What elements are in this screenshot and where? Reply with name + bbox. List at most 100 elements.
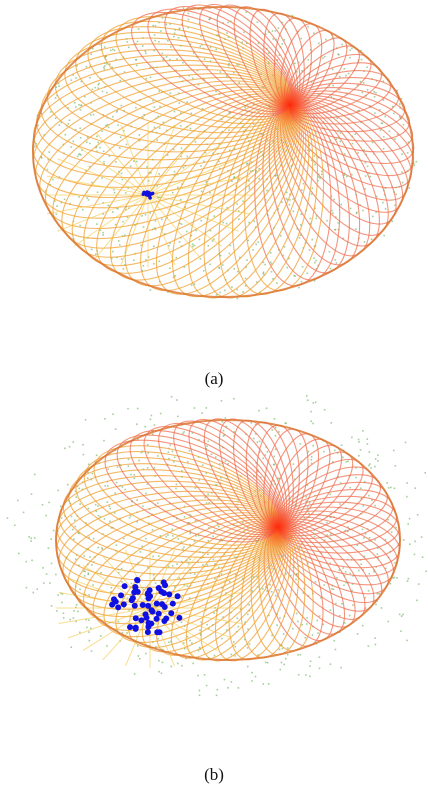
scatter-dot <box>273 455 276 458</box>
scatter-dot <box>35 142 37 145</box>
scatter-dot <box>107 468 109 470</box>
scatter-dot <box>59 505 62 508</box>
scatter-dot <box>136 40 139 43</box>
scatter-dot <box>274 426 277 429</box>
scatter-dot <box>329 609 332 612</box>
scatter-dot <box>68 445 71 448</box>
scatter-dot <box>77 532 80 534</box>
scatter-dot <box>169 23 171 25</box>
scatter-dot <box>362 82 365 84</box>
scatter-dot <box>406 639 408 642</box>
scatter-dot <box>401 153 403 155</box>
subfigure-b <box>6 382 427 697</box>
blue-point <box>145 602 152 609</box>
scatter-dot <box>281 201 283 204</box>
scatter-dot <box>183 647 186 650</box>
scatter-dot <box>282 254 285 257</box>
scatter-dot <box>89 627 92 630</box>
scatter-dot <box>329 493 332 496</box>
scatter-dot <box>258 177 260 180</box>
scatter-dot <box>407 523 409 525</box>
scatter-dot <box>152 99 154 102</box>
scatter-dot <box>363 555 366 558</box>
scatter-dot <box>274 434 277 437</box>
scatter-dot <box>382 201 384 204</box>
scatter-dot <box>262 457 265 460</box>
scatter-dot <box>355 212 358 215</box>
scatter-dot <box>70 79 73 81</box>
scatter-dot <box>304 636 307 639</box>
scatter-dot <box>373 95 376 98</box>
scatter-dot <box>88 631 90 633</box>
scatter-dot <box>86 197 89 199</box>
scatter-dot <box>30 493 33 495</box>
scatter-dot <box>84 570 86 573</box>
scatter-dot <box>262 588 264 590</box>
scatter-dot <box>44 190 47 192</box>
scatter-dot <box>87 199 90 201</box>
scatter-dot <box>200 35 202 37</box>
scatter-dot <box>266 189 268 192</box>
scatter-dot <box>269 261 272 263</box>
scatter-dot <box>227 462 229 465</box>
scatter-dot <box>393 487 396 490</box>
scatter-dot <box>394 465 397 467</box>
scatter-dot <box>147 452 150 454</box>
scatter-dot <box>245 266 247 268</box>
scatter-dot <box>104 485 107 487</box>
scatter-dot <box>85 618 87 621</box>
scatter-dot <box>159 535 162 537</box>
scatter-dot <box>292 463 295 465</box>
scatter-dot <box>95 253 97 255</box>
scatter-dot <box>193 540 196 542</box>
scatter-dot <box>88 536 90 539</box>
scatter-dot <box>243 638 246 641</box>
scatter-dot <box>250 161 253 164</box>
scatter-dot <box>315 217 318 220</box>
scatter-dot <box>384 539 387 541</box>
scatter-dot <box>126 597 129 599</box>
scatter-dot <box>340 666 342 669</box>
scatter-dot <box>71 528 74 531</box>
scatter-dot <box>60 201 63 204</box>
scatter-dot <box>157 455 159 457</box>
spoke <box>58 607 151 625</box>
scatter-dot <box>375 91 377 94</box>
scatter-dot <box>40 156 43 158</box>
scatter-dot <box>233 556 236 559</box>
scatter-dot <box>47 158 50 161</box>
scatter-dot <box>79 127 81 130</box>
scatter-dot <box>145 537 147 540</box>
scatter-dot <box>384 115 386 118</box>
spoke <box>46 175 149 196</box>
scatter-dot <box>142 264 145 267</box>
scatter-dot <box>251 680 253 682</box>
scatter-dot <box>220 399 223 402</box>
scatter-dot <box>289 199 291 201</box>
scatter-dot <box>229 244 232 247</box>
scatter-dot <box>171 450 174 453</box>
scatter-dot <box>292 210 295 213</box>
scatter-dot <box>104 56 107 58</box>
scatter-dot <box>188 513 191 516</box>
scatter-dot <box>317 73 319 76</box>
scatter-dot <box>153 106 156 108</box>
blue-point <box>148 196 152 200</box>
scatter-dot <box>136 520 138 523</box>
scatter-dot <box>256 575 258 578</box>
scatter-dot <box>356 110 359 112</box>
scatter-dot <box>349 56 351 59</box>
scatter-dot <box>404 441 407 444</box>
scatter-dot <box>139 551 142 553</box>
scatter-dot <box>392 449 395 452</box>
scatter-dot <box>371 499 373 502</box>
scatter-dot <box>188 449 191 452</box>
scatter-dot <box>246 526 249 529</box>
scatter-dot <box>95 454 98 457</box>
scatter-dot <box>317 632 319 634</box>
scatter-dot <box>356 84 359 87</box>
scatter-dot <box>368 172 370 175</box>
scatter-dot <box>269 583 271 586</box>
scatter-dot <box>153 126 156 129</box>
